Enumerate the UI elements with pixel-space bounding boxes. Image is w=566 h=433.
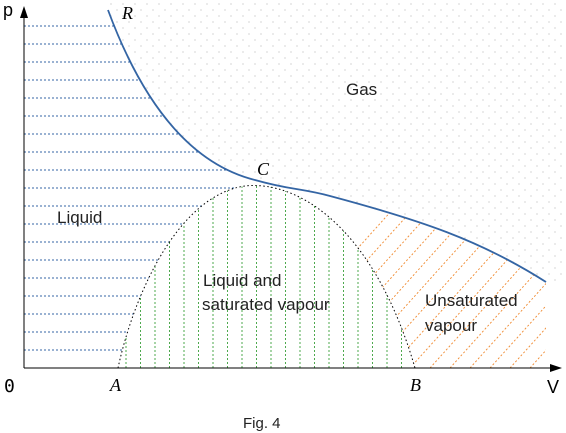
- point-r-label: R: [121, 3, 133, 23]
- unsaturated-hatch-line: [489, 180, 546, 368]
- gas-region-label: Gas: [346, 80, 377, 99]
- unsaturated-hatch-line: [449, 180, 546, 368]
- p-axis-arrow: [20, 6, 28, 18]
- point-a-label: A: [109, 375, 122, 395]
- liquid-vapour-label-line1: Liquid and: [203, 271, 281, 290]
- liquid-region-label: Liquid: [57, 208, 102, 227]
- figure-caption: Fig. 4: [243, 415, 281, 432]
- critical-isotherm-curve: [107, 9, 547, 283]
- unsaturated-hatch-line: [509, 180, 546, 368]
- origin-label: 0: [4, 376, 15, 397]
- point-b-label: B: [410, 375, 421, 395]
- saturation-dome-curve: [117, 185, 416, 369]
- p-axis-label: p: [3, 0, 13, 20]
- point-c-label: C: [257, 159, 270, 179]
- liquid-vapour-label-line2: saturated vapour: [202, 295, 330, 314]
- unsaturated-hatch-line: [469, 180, 546, 368]
- unsaturated-hatch-line: [409, 180, 546, 368]
- unsaturated-hatch-line: [429, 180, 546, 368]
- v-axis-label: V: [547, 377, 559, 397]
- unsaturated-label-line1: Unsaturated: [425, 291, 518, 310]
- v-axis-arrow: [550, 364, 562, 372]
- unsaturated-label-line2: vapour: [425, 316, 477, 335]
